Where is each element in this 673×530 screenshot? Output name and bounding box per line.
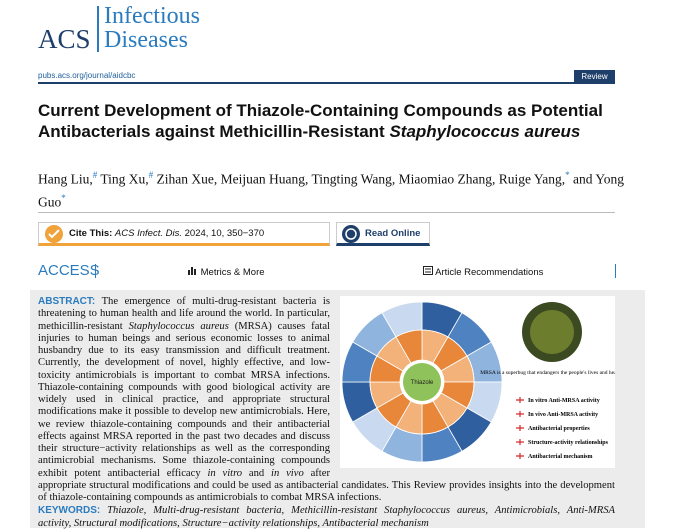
access-bar <box>615 264 616 278</box>
author-name: Ruige Yang, <box>498 171 566 187</box>
article-title: Current Development of Thiazole-Containi… <box>38 100 628 142</box>
rec-icon <box>423 266 433 275</box>
access-row: ACCESS Metrics & More Article Recommenda… <box>38 262 616 282</box>
wheel <box>341 301 503 463</box>
author-mark: # <box>148 170 154 180</box>
journal-name-line: Diseases <box>104 27 188 53</box>
article-type: Review <box>574 70 615 83</box>
author-name: Ting Xu, <box>100 171 149 187</box>
author-mark: * <box>61 192 66 203</box>
list-arrow <box>516 439 524 445</box>
author-name: Tingting Wang, <box>311 171 396 187</box>
author-name: Hang Liu, <box>38 171 93 187</box>
abstract-text: (MRSA) causes fatal injuries to human be… <box>38 320 330 479</box>
figure-list: In vitro Anti-MRSA activity In vivo Anti-… <box>516 397 609 460</box>
petri-culture <box>530 310 574 354</box>
read-online-button[interactable]: Read Online <box>336 222 430 246</box>
list-item: Antibacterial properties <box>528 426 590 432</box>
cite-journal: ACS Infect. Dis. <box>114 228 182 239</box>
list-arrow <box>516 453 524 459</box>
list-arrow <box>516 425 524 431</box>
author-name: Miaomiao Zhang, <box>398 171 496 187</box>
wheel-middle <box>395 329 423 364</box>
author-name: Meijuan Huang, <box>220 171 309 187</box>
abstract-text: and <box>242 467 272 479</box>
caption-line: MRSA is a superbug that endangers the pe… <box>480 370 615 376</box>
publisher-logo[interactable]: ACS <box>38 24 91 54</box>
metrics-text: Metrics & More <box>200 267 265 278</box>
abstract: Thiazole MRSA is a superbug that endange… <box>38 296 624 530</box>
cite-box[interactable]: Cite This: ACS Infect. Dis. 2024, 10, 35… <box>38 222 330 246</box>
metrics-link[interactable]: Metrics & More <box>188 266 265 278</box>
list-arrow <box>516 397 524 403</box>
journal-url[interactable]: pubs.acs.org/journal/aidcbc <box>38 71 136 80</box>
figure-svg: Thiazole MRSA is a superbug that endange… <box>341 301 624 463</box>
center-circle <box>403 363 441 401</box>
keywords-label: KEYWORDS: <box>38 505 101 517</box>
list-item: In vitro Anti-MRSA activity <box>528 398 600 404</box>
title-italic: Staphylococcus aureus <box>389 122 581 141</box>
access-label: ACCESS <box>38 262 100 279</box>
graphical-abstract: Thiazole MRSA is a superbug that endange… <box>340 296 624 468</box>
center-label: Thiazole <box>411 380 434 386</box>
journal-name-line: Infectious <box>104 3 200 29</box>
read-online-text: Read Online <box>365 228 421 239</box>
author-name: Zihan Xue, <box>156 171 218 187</box>
author-name: and Yong Guo <box>38 171 624 210</box>
divider <box>38 212 615 213</box>
figure-caption: MRSA is a superbug that endangers the pe… <box>480 370 615 376</box>
author-mark: # <box>92 170 98 180</box>
header-rule <box>38 82 615 84</box>
list-item: In vivo Anti-MRSA activity <box>528 412 598 418</box>
abstract-text: after appropriate structural modificatio… <box>38 467 615 504</box>
abstract-text: in vitro <box>207 467 243 479</box>
list-item: Structure-activity relationships <box>528 440 609 446</box>
author-mark: * <box>565 170 570 180</box>
keywords-text: Thiazole, Multi-drug-resistant bacteria,… <box>38 505 615 529</box>
abstract-label: ABSTRACT: <box>38 296 96 307</box>
title-text: Current Development of Thiazole-Containi… <box>38 101 603 141</box>
logo-divider <box>97 6 99 52</box>
cite-label: Cite This: <box>69 228 113 239</box>
read-icon <box>342 225 360 243</box>
cite-icon <box>45 225 63 243</box>
abstract-text: Staphylococcus aureus <box>128 320 229 332</box>
abstract-box: Thiazole MRSA is a superbug that endange… <box>30 290 645 530</box>
list-arrow <box>516 411 524 417</box>
authors: Hang Liu,# Ting Xu,# Zihan Xue, Meijuan … <box>38 166 628 211</box>
abstract-body: The emergence of multi-drug-resistant ba… <box>38 296 615 503</box>
metrics-icon <box>188 267 196 275</box>
abstract-text: The emergence of multi-drug-resistant ba… <box>38 296 330 332</box>
abstract-text: in vivo <box>271 467 304 479</box>
recommendations-link[interactable]: Article Recommendations <box>423 266 543 278</box>
journal-name[interactable]: Infectious Diseases <box>104 4 200 52</box>
cite-ref: 2024, 10, 350−370 <box>184 228 265 239</box>
access-bar <box>95 264 96 278</box>
keywords: KEYWORDS: Thiazole, Multi-drug-resistant… <box>38 505 615 530</box>
list-item: Antibacterial mechanism <box>528 454 593 460</box>
rec-text: Article Recommendations <box>435 267 544 278</box>
